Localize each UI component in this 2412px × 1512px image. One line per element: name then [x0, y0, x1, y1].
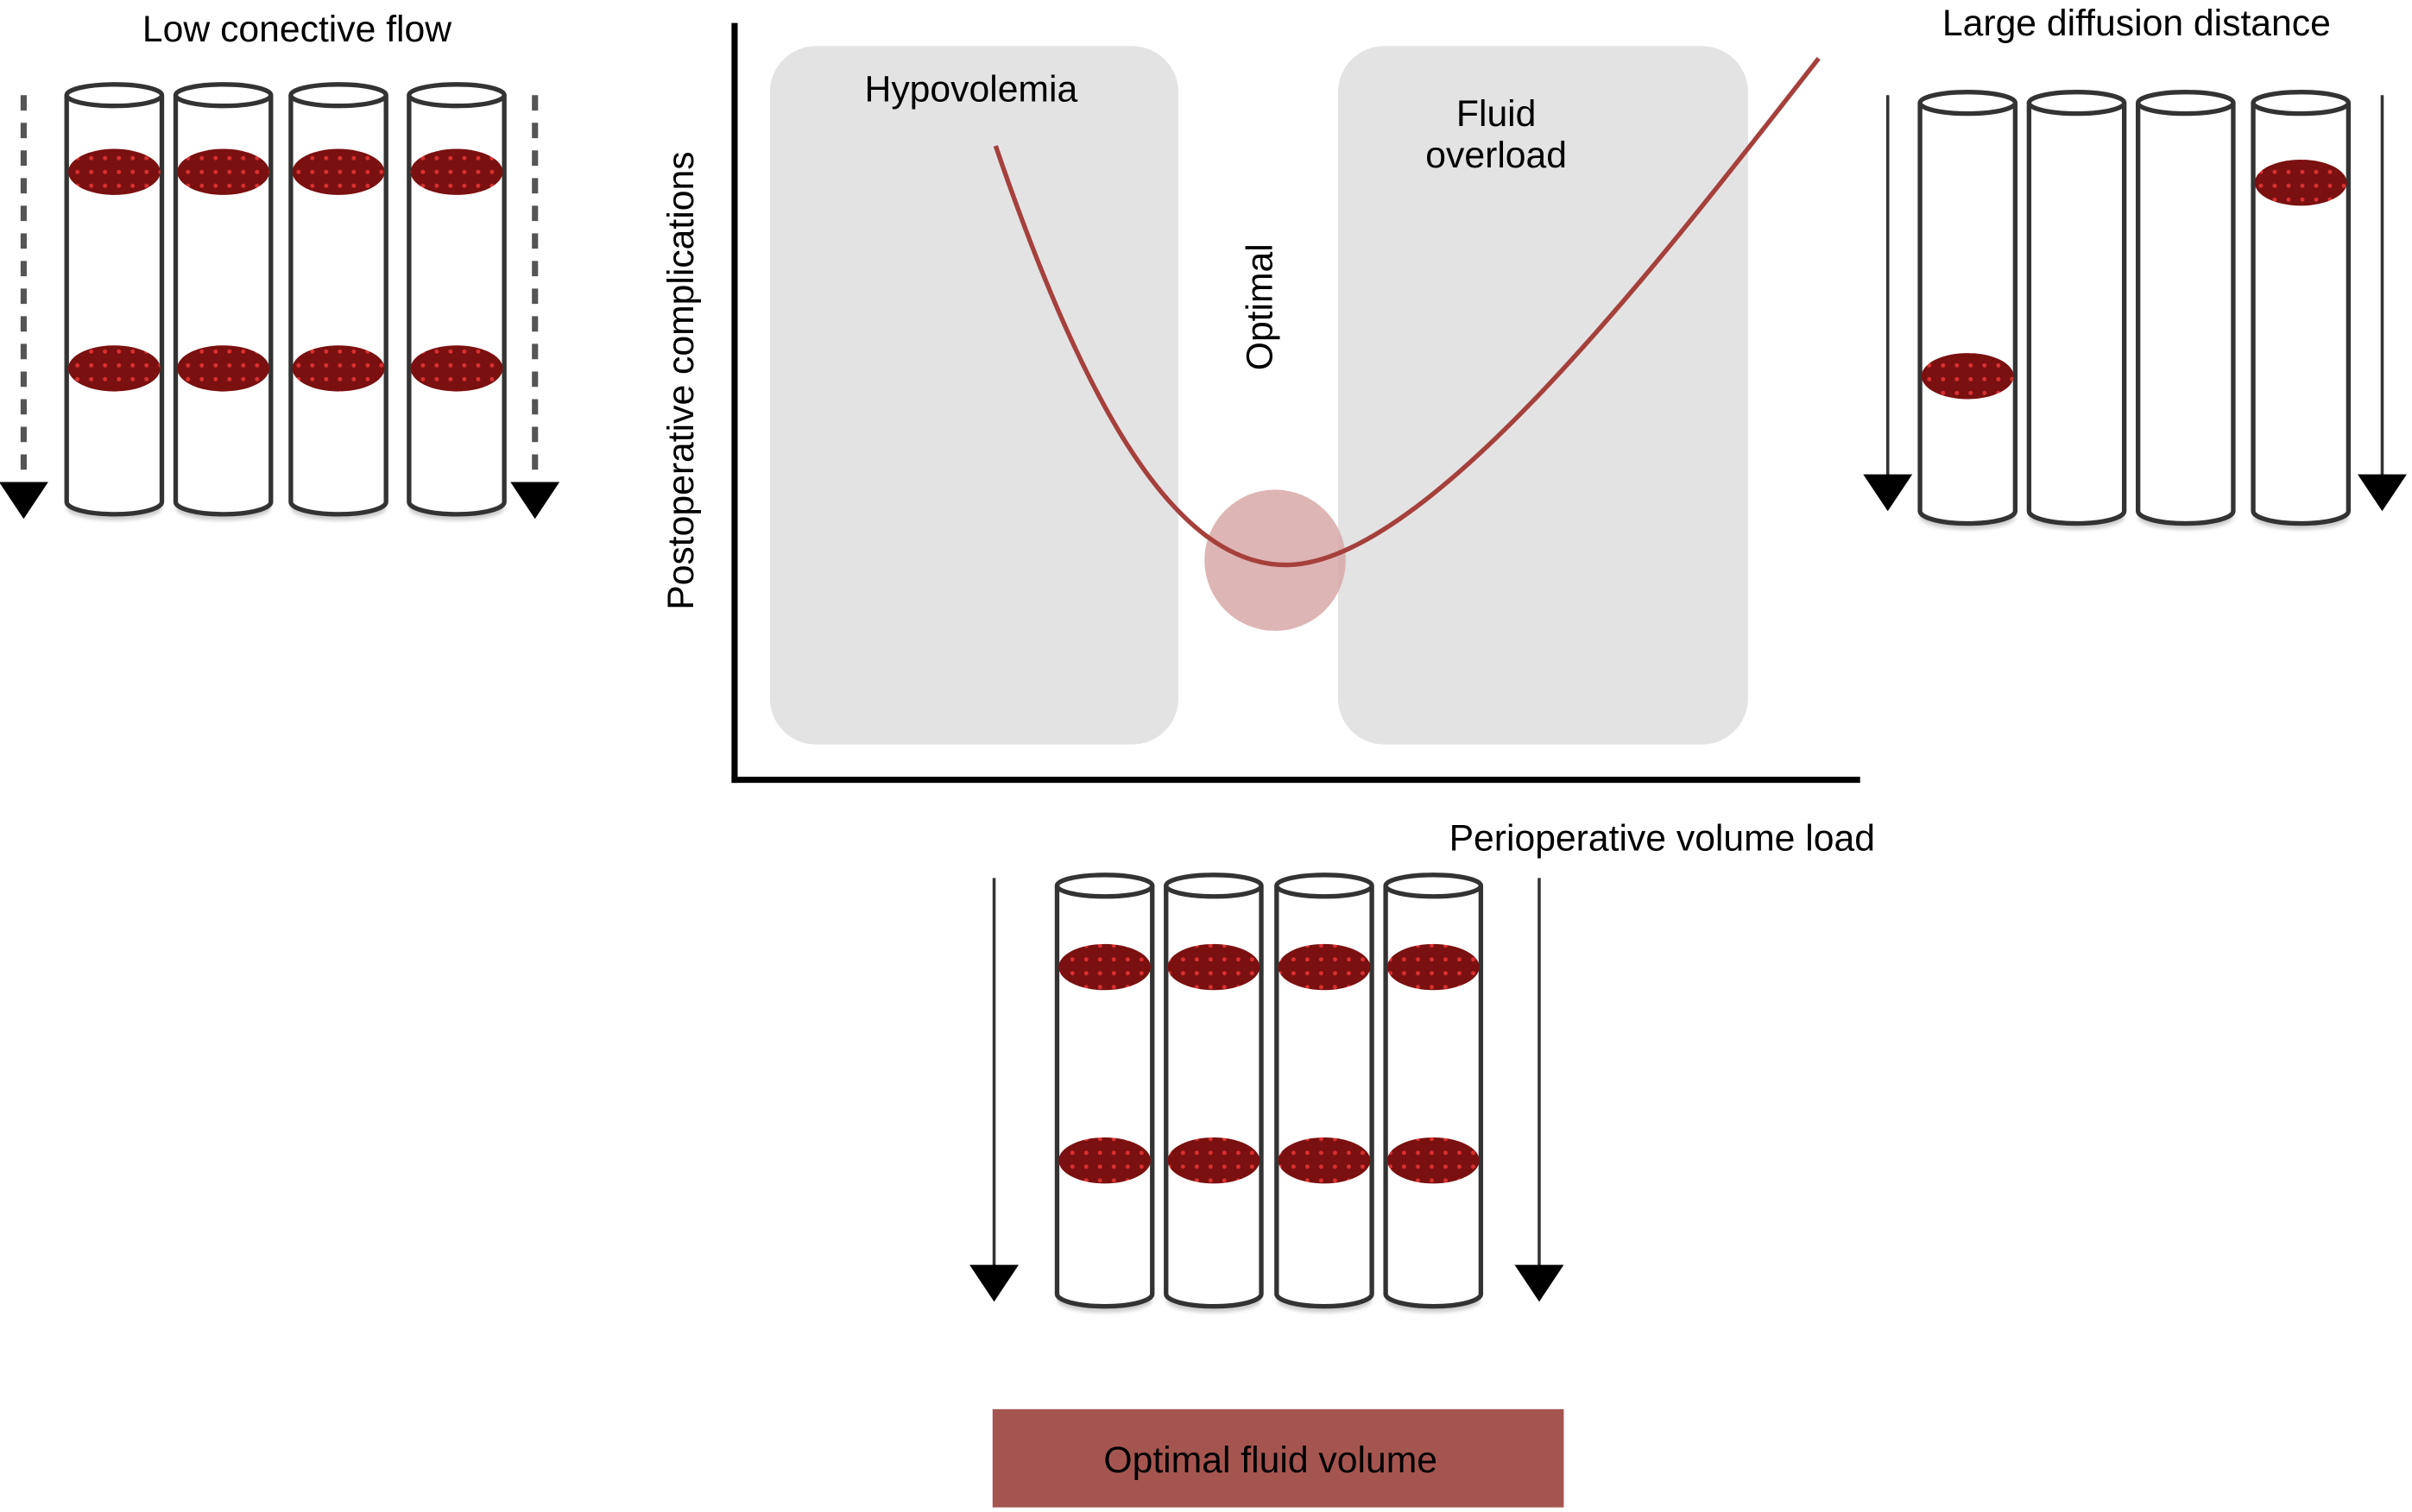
red-blood-cell — [1167, 943, 1260, 991]
tube-groups — [0, 82, 2407, 1313]
tube-body — [2026, 103, 2127, 526]
hypovolemia-label: Hypovolemia — [865, 68, 1078, 110]
large-diffusion-tube-group — [1863, 90, 2407, 530]
red-blood-cell — [1058, 943, 1151, 991]
flow-arrow-head-icon — [1863, 474, 1913, 512]
fluid-overload-label-2: overload — [1425, 135, 1567, 176]
fluid-overload-label-1: Fluid — [1456, 93, 1536, 135]
red-blood-cell — [1386, 943, 1480, 991]
optimal-fluid-volume-label: Optimal fluid volume — [1103, 1440, 1437, 1481]
tube-body — [1274, 885, 1374, 1309]
optimal-zone-circle — [1204, 489, 1346, 632]
tube-opening — [2026, 90, 2127, 117]
tube-body — [173, 95, 274, 517]
red-blood-cell — [410, 148, 503, 195]
capillary-tube — [1164, 873, 1264, 1313]
red-blood-cell — [1278, 943, 1371, 991]
tube-body — [1054, 885, 1155, 1309]
tube-opening — [1383, 873, 1484, 899]
red-blood-cell — [1921, 353, 2014, 400]
red-blood-cell — [1058, 1137, 1151, 1184]
flow-arrow-head-icon — [0, 482, 48, 520]
capillary-tube — [2026, 90, 2127, 530]
complications-curve — [993, 56, 1821, 568]
capillary-tube — [1383, 873, 1484, 1313]
capillary-tube — [2135, 90, 2236, 530]
tube-body — [407, 95, 507, 517]
red-blood-cell — [410, 345, 503, 392]
flow-arrow-head-icon — [1514, 1264, 1564, 1302]
tube-opening — [1054, 873, 1155, 899]
flow-arrow-head-icon — [969, 1264, 1020, 1302]
tube-body — [1164, 885, 1264, 1309]
tube-opening — [1917, 90, 2018, 117]
red-blood-cell — [177, 345, 270, 392]
tube-body — [1383, 885, 1484, 1309]
optimal-label: Optimal — [1239, 243, 1280, 370]
capillary-tube — [2251, 90, 2352, 530]
low-flow-title: Low conective flow — [142, 9, 451, 50]
large-diffusion-title: Large diffusion distance — [1942, 3, 2331, 44]
low-flow-tube-group — [0, 82, 560, 520]
red-blood-cell — [292, 345, 385, 392]
red-blood-cell — [177, 148, 270, 195]
red-blood-cell — [67, 148, 161, 195]
tube-opening — [1274, 873, 1374, 899]
red-blood-cell — [2254, 159, 2347, 206]
red-blood-cell — [1386, 1137, 1480, 1184]
curve-panel: Hypovolemia Fluid overload Optimal Posto… — [660, 22, 1875, 859]
capillary-tube — [1917, 90, 2018, 530]
x-axis-label: Perioperative volume load — [1449, 817, 1875, 859]
capillary-tube — [1274, 873, 1374, 1313]
tube-opening — [1164, 873, 1264, 899]
capillary-tube — [173, 82, 274, 520]
flow-arrow-head-icon — [510, 482, 560, 520]
red-blood-cell — [292, 148, 385, 195]
red-blood-cell — [1167, 1137, 1260, 1184]
tube-body — [64, 95, 165, 517]
fluid-overload-region — [1337, 46, 1748, 745]
tube-opening — [288, 82, 388, 109]
optimal-tube-group — [969, 873, 1564, 1313]
red-blood-cell — [67, 345, 161, 392]
tube-body — [2251, 103, 2352, 526]
tube-opening — [2251, 90, 2352, 117]
red-blood-cell — [1278, 1137, 1371, 1184]
tube-opening — [2135, 90, 2236, 117]
tube-opening — [407, 82, 507, 109]
tube-body — [1917, 103, 2018, 526]
hypovolemia-region — [769, 46, 1178, 745]
tube-body — [288, 95, 388, 517]
capillary-tube — [407, 82, 507, 520]
capillary-tube — [288, 82, 388, 520]
tube-body — [2135, 103, 2236, 526]
flow-arrow-head-icon — [2358, 474, 2407, 512]
capillary-tube — [64, 82, 165, 520]
tube-opening — [64, 82, 165, 109]
tube-opening — [173, 82, 274, 109]
optimal-fluid-volume-box — [992, 1408, 1564, 1508]
capillary-tube — [1054, 873, 1155, 1313]
y-axis-label: Postoperative complications — [660, 151, 702, 609]
